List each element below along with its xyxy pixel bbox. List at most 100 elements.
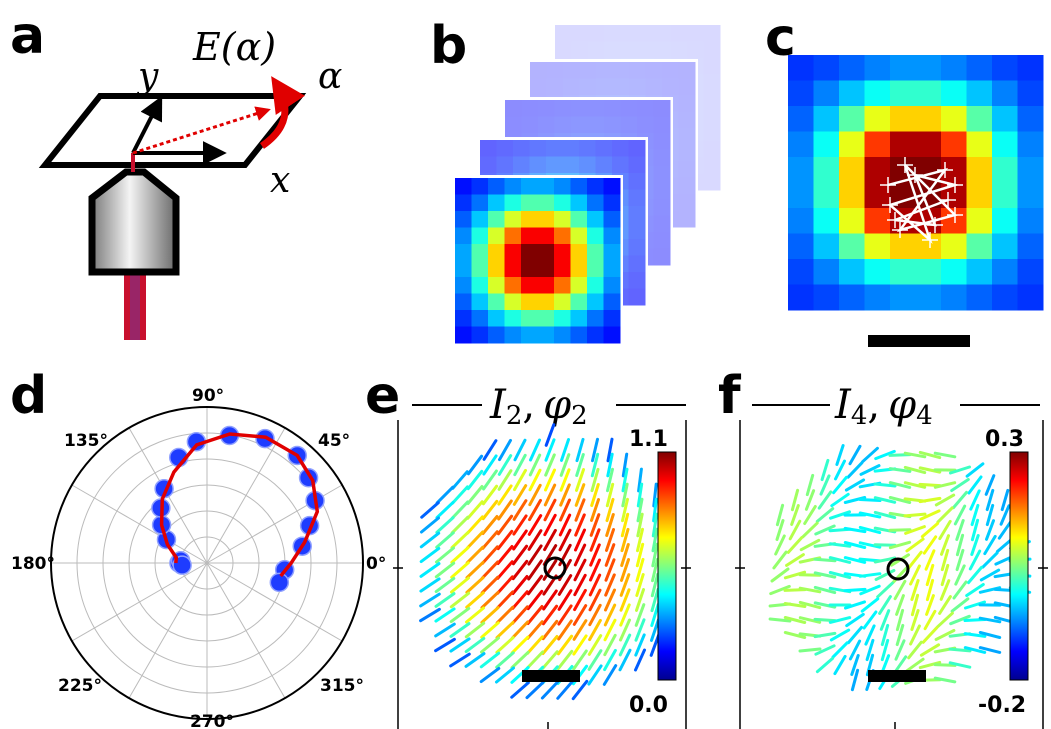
- director-segment: [772, 550, 788, 570]
- stack-pixel: [628, 156, 646, 174]
- director-segment: [843, 587, 867, 593]
- director-segment: [820, 458, 830, 482]
- stack-pixel: [537, 260, 555, 278]
- director-segment: [511, 605, 529, 625]
- director-segment: [832, 475, 848, 495]
- angle-label-45: 45°: [318, 431, 350, 451]
- stack-pixel: [587, 293, 604, 311]
- heatmap-cell: [915, 131, 942, 158]
- stack-pixel: [537, 244, 555, 261]
- director-segment: [970, 518, 980, 542]
- stack-pixel: [538, 116, 555, 134]
- stack-pixel: [571, 100, 588, 117]
- director-segment: [558, 513, 572, 537]
- director-segment: [829, 510, 851, 520]
- heatmap-cell: [966, 259, 993, 285]
- stack-pixel: [703, 41, 721, 59]
- stack-pixel: [612, 78, 630, 96]
- director-segment: [904, 525, 926, 535]
- polar-spoke: [206, 562, 343, 642]
- stack-pixel: [603, 260, 621, 278]
- stack-pixel: [513, 156, 530, 174]
- director-segment: [541, 650, 559, 670]
- stack-pixel: [504, 178, 522, 195]
- director-segment: [850, 668, 860, 692]
- director-segment: [479, 651, 501, 669]
- director-segment: [798, 647, 822, 653]
- director-segment: [878, 595, 892, 615]
- stack-pixel: [603, 178, 621, 195]
- heatmap-cell: [1017, 208, 1044, 234]
- stack-pixel: [653, 248, 671, 266]
- director-segment: [844, 600, 866, 610]
- director-segment: [587, 634, 603, 656]
- panel-letter-d: d: [10, 366, 48, 426]
- director-segment: [529, 438, 541, 462]
- angle-label-180: 180°: [11, 554, 55, 574]
- director-segment: [589, 528, 601, 552]
- director-segment: [572, 619, 588, 641]
- director-segment: [634, 648, 646, 672]
- stack-pixel: [653, 199, 671, 216]
- stack-pixel: [471, 293, 489, 311]
- director-segment: [828, 616, 852, 624]
- stack-pixel: [571, 41, 589, 59]
- director-segment: [481, 499, 499, 521]
- stack-pixel: [571, 25, 589, 42]
- heatmap-cell: [966, 80, 993, 107]
- director-segment: [894, 639, 906, 661]
- director-segment: [620, 512, 630, 538]
- director-segment: [481, 545, 499, 565]
- stack-pixel: [537, 310, 555, 327]
- director-segment: [573, 573, 587, 597]
- director-segment: [933, 663, 957, 667]
- stack-pixel: [537, 178, 555, 195]
- director-segment: [635, 588, 645, 612]
- heatmap-cell: [839, 157, 865, 183]
- director-segment: [651, 557, 659, 583]
- director-segment: [480, 560, 500, 580]
- director-segment: [603, 603, 617, 627]
- heatmap-cell: [864, 284, 891, 311]
- director-segment: [435, 546, 455, 564]
- director-segment: [590, 483, 600, 507]
- director-segment: [939, 579, 951, 601]
- director-segment: [985, 488, 995, 512]
- stack-pixel: [521, 211, 538, 228]
- director-segment: [465, 545, 485, 565]
- director-segment: [634, 603, 646, 627]
- director-segment: [510, 650, 530, 670]
- director-segment: [636, 527, 644, 553]
- heatmap-cell: [813, 284, 840, 311]
- director-segment: [955, 533, 965, 557]
- director-segment: [835, 444, 845, 466]
- colorbar-min-e: 0.0: [629, 693, 668, 718]
- director-segment: [873, 510, 897, 520]
- director-segment: [635, 542, 645, 568]
- director-segment: [925, 563, 935, 587]
- heatmap-cell: [941, 80, 967, 107]
- director-segment: [575, 468, 585, 492]
- director-segment: [833, 654, 847, 676]
- stack-pixel: [554, 244, 571, 261]
- stack-pixel: [563, 78, 580, 96]
- director-segment: [419, 546, 441, 564]
- stack-pixel: [455, 326, 472, 344]
- stack-pixel: [455, 194, 472, 212]
- director-segment: [510, 620, 530, 640]
- stack-pixel: [471, 326, 489, 344]
- director-segment: [449, 606, 471, 624]
- director-segment: [783, 602, 807, 608]
- heatmap-cell: [992, 106, 1018, 132]
- director-segment: [922, 535, 938, 555]
- director-segment: [888, 540, 912, 550]
- director-segment: [985, 503, 995, 527]
- director-segment: [495, 590, 515, 610]
- stack-pixel: [505, 116, 522, 134]
- director-segment: [510, 635, 530, 655]
- stack-pixel: [554, 194, 571, 212]
- stack-pixel: [537, 293, 555, 311]
- director-segment: [651, 512, 659, 538]
- director-segment: [997, 520, 1013, 540]
- heatmap-cell: [864, 131, 891, 158]
